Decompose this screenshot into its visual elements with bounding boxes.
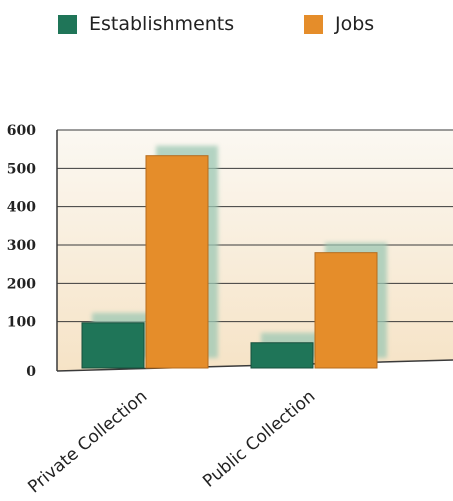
bar-jobs-public-collection <box>314 252 378 369</box>
legend-label-establishments: Establishments <box>89 13 235 35</box>
y-tick-label: 100 <box>7 315 36 331</box>
legend-item-jobs: Jobs <box>304 12 374 36</box>
bar-establishments-public-collection <box>250 342 314 369</box>
y-tick-label: 500 <box>7 161 36 177</box>
bar-jobs-private-collection <box>145 155 209 369</box>
legend-swatch-jobs <box>304 14 323 34</box>
y-tick-label: 300 <box>7 238 36 254</box>
chart-legend: Establishments Jobs <box>0 0 453 50</box>
legend-label-jobs: Jobs <box>335 13 375 35</box>
y-tick-label: 400 <box>7 200 36 216</box>
legend-swatch-establishments <box>58 14 77 34</box>
x-tick-label-public-collection: Public Collection <box>199 387 319 492</box>
x-tick-label-private-collection: Private Collection <box>24 387 151 498</box>
bar-establishments-private-collection <box>81 322 145 369</box>
y-tick-label: 0 <box>26 364 36 380</box>
y-tick-label: 600 <box>7 123 36 139</box>
legend-item-establishments: Establishments <box>58 12 234 36</box>
y-tick-label: 200 <box>7 276 36 292</box>
